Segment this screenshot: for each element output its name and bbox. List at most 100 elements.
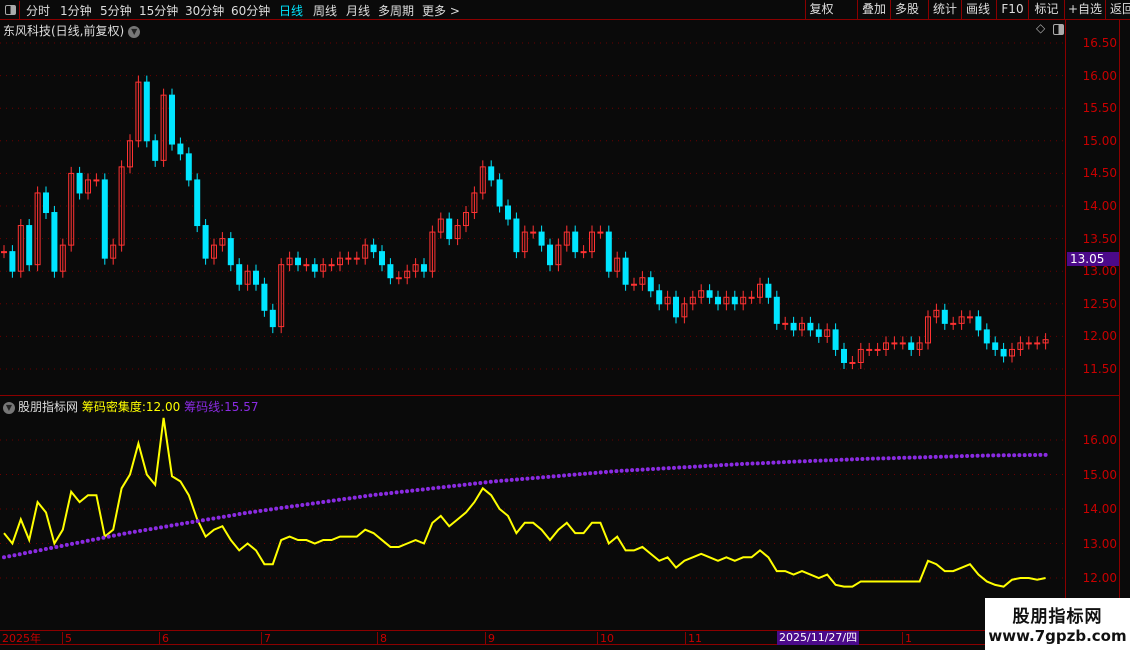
candle-body: [446, 218, 453, 240]
chip-line-dot: [509, 477, 514, 482]
toolbar-button-1[interactable]: 叠加: [857, 0, 890, 20]
tab-8[interactable]: 月线: [346, 4, 371, 18]
toolbar-button-7[interactable]: +自选: [1064, 0, 1105, 20]
candle-body: [194, 179, 201, 227]
candle-body: [311, 264, 318, 272]
tab-1[interactable]: 1分钟: [60, 4, 92, 18]
chip-line-dot: [562, 473, 567, 478]
chevron-down-icon[interactable]: ▼: [3, 401, 15, 414]
price-tick-label: 11.50: [1082, 362, 1117, 376]
candle-body: [387, 264, 394, 279]
chip-line-dot: [876, 456, 881, 461]
chip-line-dot: [986, 453, 991, 458]
chip-line-dot: [357, 494, 362, 499]
chip-line-dot: [331, 498, 336, 503]
toolbar-button-0[interactable]: 复权: [805, 0, 837, 20]
toolbar-button-3[interactable]: 统计: [928, 0, 961, 20]
chip-line-dot: [420, 487, 425, 492]
diamond-icon[interactable]: ◇: [1036, 21, 1046, 35]
chip-line-dot: [996, 453, 1001, 458]
candle-body: [43, 192, 49, 214]
chip-line-dot: [891, 456, 896, 461]
chip-line-dot: [295, 503, 300, 508]
tab-7[interactable]: 周线: [313, 4, 338, 18]
date-label: 8: [377, 632, 387, 645]
toolbar-button-8[interactable]: 返回: [1105, 0, 1130, 20]
chip-line-dot: [651, 467, 656, 472]
tab-9[interactable]: 多周期: [378, 4, 415, 18]
indicator-name[interactable]: 股朋指标网: [18, 400, 79, 414]
chip-line-dot: [703, 464, 708, 469]
toolbar-button-4[interactable]: 画线: [961, 0, 994, 20]
candle-body: [244, 270, 251, 285]
candle-body: [85, 179, 91, 194]
chip-line-dot: [813, 458, 818, 463]
tab-5[interactable]: 60分钟: [231, 4, 271, 18]
chip-line-dot: [849, 457, 854, 462]
chip-line-dot: [111, 533, 116, 538]
chip-line-dot: [279, 505, 284, 510]
tab-3[interactable]: 15分钟: [139, 4, 179, 18]
candle-body: [328, 264, 335, 267]
candle-body: [673, 296, 679, 318]
chip-line-dot: [593, 470, 598, 475]
chip-line-dot: [216, 515, 221, 520]
chip-line-dot: [514, 477, 519, 482]
toolbar-button-6[interactable]: 标记: [1028, 0, 1064, 20]
chip-line-dot: [425, 486, 430, 491]
chip-line-dot: [734, 462, 739, 467]
tab-6[interactable]: 日线: [279, 4, 304, 18]
chip-line-dot: [724, 462, 729, 467]
panel-divider[interactable]: [0, 395, 1120, 396]
period-toolbar: 分时 1分钟 5分钟 15分钟 30分钟 60分钟 日线 周线 月线 多周期 更多 > 复权 叠加 多股…: [0, 0, 1130, 20]
toolbar-button-2[interactable]: 多股: [890, 0, 923, 20]
chip-line-dot: [991, 453, 996, 458]
chip-line-dot: [598, 470, 603, 475]
tab-10[interactable]: 更多 >: [422, 4, 460, 18]
candle-body: [639, 277, 646, 285]
sidebar-toggle-button[interactable]: [2, 1, 20, 19]
candle-body: [135, 81, 142, 142]
chip-line-dot: [22, 551, 27, 556]
chip-line-dot: [928, 455, 933, 460]
chip-line-dot: [1001, 453, 1006, 458]
candle-body: [34, 192, 41, 266]
chip-line-dot: [378, 492, 383, 497]
chart-canvas[interactable]: [0, 0, 1065, 630]
candle-body: [731, 296, 738, 305]
tab-0[interactable]: 分时: [26, 4, 51, 18]
chip-line-dot: [200, 518, 205, 523]
chip-line-dot: [577, 472, 582, 477]
chip-line-dot: [556, 473, 561, 478]
chip-line-dot: [206, 517, 211, 522]
date-axis: 2025年 5 6 7 8 9 10 11 2025/11/27/四 1: [0, 630, 1120, 645]
tab-4[interactable]: 30分钟: [185, 4, 225, 18]
chip-line-dot: [195, 519, 200, 524]
chip-line-dot: [431, 486, 436, 491]
chip-line-dot: [917, 455, 922, 460]
candle-body: [337, 257, 343, 266]
chip-line-dot: [614, 469, 619, 474]
watermark-url: www.7gpzb.com: [988, 627, 1127, 645]
candle-body: [958, 316, 965, 324]
watermark-title: 股朋指标网: [1012, 607, 1103, 627]
candle-body: [555, 244, 562, 266]
candle-body: [68, 172, 75, 246]
chip-line-dot: [33, 549, 38, 554]
chip-line-dot: [949, 454, 954, 459]
chip-line-dot: [494, 479, 499, 484]
candle-body: [689, 296, 696, 305]
chip-line-dot: [321, 500, 326, 505]
chevron-down-icon[interactable]: ▼: [128, 25, 141, 38]
candle-body: [110, 244, 117, 259]
chip-line-dot: [630, 468, 635, 473]
panel-toggle-icon[interactable]: [1053, 24, 1064, 35]
candle-body: [664, 296, 671, 305]
candle-body: [698, 290, 705, 298]
chip-line-dot: [823, 458, 828, 463]
chip-line-dot: [671, 465, 676, 470]
chip-line-dot: [865, 456, 870, 461]
toolbar-button-5[interactable]: F10: [996, 0, 1028, 20]
tab-2[interactable]: 5分钟: [100, 4, 132, 18]
price-axis: 16.50 16.00 15.50 15.00 14.50 14.00 13.50 13.00…: [1065, 20, 1120, 650]
